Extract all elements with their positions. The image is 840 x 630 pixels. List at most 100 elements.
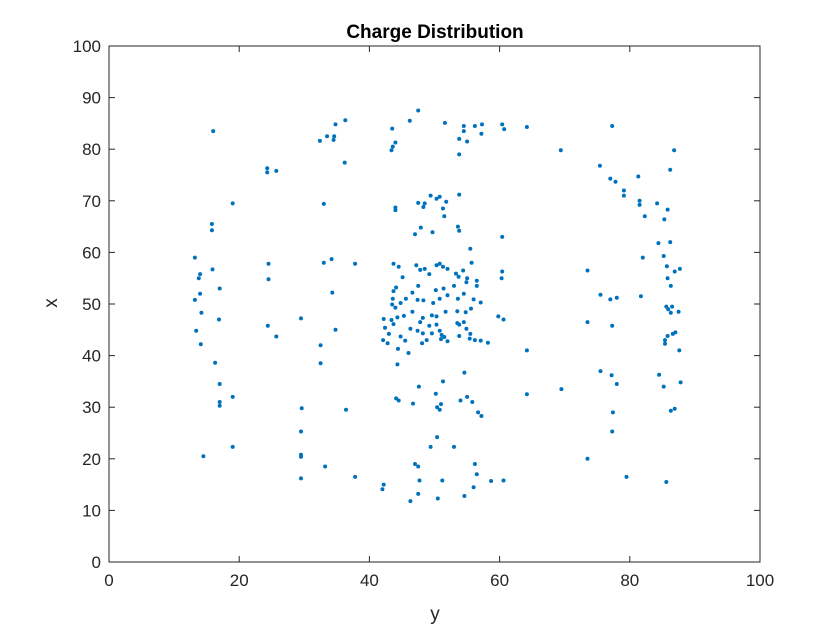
data-point [464, 280, 469, 285]
data-point [274, 168, 279, 173]
data-point [393, 140, 398, 145]
data-point [437, 328, 442, 333]
data-point [479, 131, 484, 136]
data-point [668, 283, 673, 288]
data-point [391, 261, 396, 266]
data-point [386, 331, 391, 336]
data-point [416, 491, 421, 496]
data-point [211, 129, 216, 134]
data-point [434, 263, 439, 268]
data-point [395, 315, 400, 320]
data-point [403, 338, 408, 343]
y-tick-label: 50 [82, 295, 101, 314]
data-point [393, 208, 398, 213]
data-point [664, 264, 669, 269]
x-axis: 0 20 40 60 80 100 [104, 46, 774, 590]
x-tick-label: 60 [490, 571, 509, 590]
data-point [390, 126, 395, 131]
data-point [637, 202, 642, 207]
chart-title: Charge Distribution [346, 22, 523, 43]
data-point [321, 201, 326, 206]
data-point [472, 338, 477, 343]
data-point [389, 318, 394, 322]
data-point [441, 379, 445, 384]
data-point [381, 317, 386, 321]
data-point [455, 296, 460, 301]
data-point [608, 176, 613, 181]
data-point [474, 278, 479, 283]
data-point [478, 338, 483, 343]
data-point [461, 320, 466, 325]
data-point [418, 267, 423, 272]
data-point [467, 336, 472, 341]
data-point [457, 322, 462, 327]
data-point [201, 454, 206, 459]
data-point [656, 241, 661, 246]
data-point [621, 193, 626, 198]
data-point [474, 283, 479, 288]
data-point [265, 323, 270, 328]
y-tick-label: 30 [82, 398, 101, 417]
data-point [230, 201, 235, 206]
data-point [677, 266, 682, 271]
data-point [408, 499, 413, 504]
y-tick-label: 10 [82, 501, 101, 520]
data-point [410, 290, 415, 295]
data-point [418, 225, 423, 230]
data-point [610, 124, 615, 128]
data-point [668, 310, 673, 315]
data-point [457, 136, 462, 141]
data-point [422, 201, 427, 206]
data-point [437, 194, 442, 199]
data-point [501, 478, 506, 483]
data-point [662, 217, 667, 222]
data-point [217, 400, 222, 404]
data-point [394, 285, 399, 290]
data-point [198, 291, 203, 296]
data-point [676, 309, 681, 314]
data-point [381, 338, 386, 343]
data-point [559, 387, 564, 392]
data-point [410, 309, 415, 314]
data-point [318, 361, 323, 366]
y-axis: 0 10 20 30 40 50 60 70 80 90 100 [73, 37, 760, 572]
data-point [441, 286, 446, 291]
data-point [422, 266, 427, 271]
data-point [317, 138, 322, 143]
data-point [266, 261, 271, 266]
data-point [502, 127, 507, 132]
data-points [192, 108, 683, 504]
data-point [465, 139, 470, 144]
data-point [344, 407, 348, 412]
data-point [435, 435, 440, 440]
data-point [443, 309, 448, 314]
data-point [299, 476, 303, 481]
data-point [668, 167, 673, 172]
data-point [385, 341, 390, 346]
data-point [610, 410, 615, 415]
data-point [610, 323, 615, 328]
data-point [413, 462, 417, 466]
data-point [479, 414, 484, 418]
data-point [437, 407, 442, 412]
data-point [413, 232, 417, 237]
data-point [417, 478, 422, 483]
data-point [230, 444, 235, 449]
data-point [672, 148, 677, 153]
data-point [424, 338, 429, 343]
data-point [663, 338, 667, 343]
data-point [437, 296, 442, 301]
data-point [500, 234, 505, 239]
data-point [452, 444, 456, 449]
data-point [678, 380, 683, 385]
data-point [342, 160, 347, 165]
y-tick-label: 60 [82, 243, 101, 262]
y-tick-label: 0 [92, 553, 101, 572]
data-point [457, 152, 462, 157]
data-point [445, 293, 450, 298]
data-point [389, 148, 394, 153]
data-point [192, 255, 197, 260]
data-point [609, 373, 614, 378]
data-point [478, 300, 483, 305]
